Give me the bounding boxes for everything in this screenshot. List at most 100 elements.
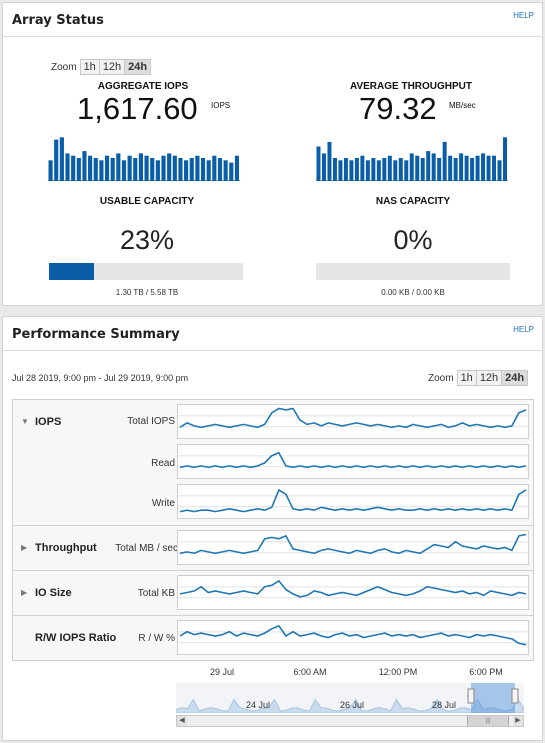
throughput-bar [453, 158, 458, 181]
perf-row-iops[interactable]: ▼ IOPS Total IOPS Read Write [13, 400, 533, 526]
performance-help-link[interactable]: HELP [513, 325, 534, 334]
iops-bar [172, 155, 177, 181]
iops-bar [229, 162, 234, 181]
perf-row-rw-ratio[interactable]: R/W IOPS Ratio R / W % [13, 616, 533, 660]
navigator-left-handle[interactable] [467, 688, 475, 704]
navigator-selection [471, 683, 515, 713]
usable-capacity-bar [49, 263, 243, 280]
throughput-bar [420, 158, 425, 181]
time-tick-29-jul: 29 Jul [209, 667, 235, 677]
usable-capacity-detail: 1.30 TB / 5.58 TB [115, 288, 179, 297]
perf-zoom-24h[interactable]: 24h [501, 370, 529, 386]
throughput-bar [464, 155, 469, 181]
aggregate-iops-value: 1,617.60 [77, 91, 198, 126]
chart-read [177, 444, 529, 479]
iops-bar [144, 155, 149, 181]
nas-capacity-label: NAS CAPACITY [375, 196, 451, 207]
nav-label-28-jul: 28 Jul [431, 700, 457, 710]
series-line [179, 579, 527, 598]
iops-bar [206, 160, 211, 181]
series-label-total-mb-sec: Total MB / sec [115, 543, 178, 554]
iops-bar [161, 155, 166, 181]
throughput-bar [343, 158, 348, 181]
average-throughput-unit: MB/sec [449, 101, 476, 110]
iops-bar [54, 139, 59, 181]
throughput-bar [426, 151, 431, 181]
throughput-bar [382, 158, 387, 181]
series-line [179, 533, 527, 555]
average-throughput-value: 79.32 [359, 91, 437, 126]
series-line [179, 624, 527, 646]
scroll-left-arrow-icon[interactable]: ◀ [177, 716, 187, 726]
scrollbar-thumb[interactable]: ||| [467, 716, 509, 726]
time-tick-6am: 6:00 AM [293, 667, 327, 677]
scroll-right-arrow-icon[interactable]: ▶ [513, 716, 523, 726]
iops-bar [167, 153, 172, 181]
array-zoom-1h[interactable]: 1h [79, 59, 100, 75]
perf-row-io-size[interactable]: ▶ IO Size Total KB [13, 571, 533, 616]
timeline-navigator[interactable]: 24 Jul 26 Jul 28 Jul [176, 683, 524, 713]
perf-zoom-1h[interactable]: 1h [456, 370, 477, 386]
array-status-header: Array Status HELP [3, 3, 542, 37]
iops-bar [88, 155, 93, 181]
series-line [179, 451, 527, 469]
usable-capacity-percent: 23% [119, 225, 175, 255]
iops-bar [71, 155, 76, 181]
iops-bar [234, 155, 239, 181]
series-label-read: Read [151, 458, 175, 469]
throughput-bar [393, 160, 398, 181]
iops-bar [150, 158, 155, 181]
iops-bar [200, 158, 206, 181]
iops-bar [127, 155, 132, 181]
series-line [179, 488, 527, 513]
chart-throughput [177, 530, 529, 565]
usable-capacity-fill [49, 263, 94, 280]
array-status-help-link[interactable]: HELP [513, 11, 534, 20]
navigator-right-handle[interactable] [511, 688, 519, 704]
throughput-bar [431, 153, 436, 181]
iops-bar [217, 158, 223, 181]
chart-write [177, 484, 529, 519]
nas-capacity-detail: 0.00 KB / 0.00 KB [381, 288, 445, 297]
aggregate-iops-unit: IOPS [211, 101, 231, 110]
series-label-total-iops: Total IOPS [127, 416, 175, 427]
collapse-triangle-icon[interactable]: ▼ [21, 417, 29, 426]
time-axis: 29 Jul 6:00 AM 12:00 PM 6:00 PM [176, 667, 528, 681]
iops-bar [104, 155, 110, 181]
series-row-write: Write [13, 484, 533, 526]
perf-row-throughput[interactable]: ▶ Throughput Total MB / sec [13, 526, 533, 571]
throughput-bar [316, 146, 321, 181]
throughput-bar [415, 155, 420, 181]
throughput-bar [349, 160, 354, 181]
expand-triangle-icon[interactable]: ▶ [21, 543, 28, 552]
navigator-scrollbar[interactable]: ◀ ||| ▶ [176, 715, 524, 727]
nas-capacity-bar [316, 263, 510, 280]
array-zoom-12h[interactable]: 12h [98, 59, 126, 75]
chart-io-size [177, 575, 529, 610]
expand-triangle-icon[interactable]: ▶ [21, 588, 28, 597]
throughput-bar [360, 155, 365, 181]
series-line [179, 407, 527, 429]
iops-bar [116, 153, 121, 181]
nav-label-26-jul: 26 Jul [339, 700, 365, 710]
array-zoom-24h[interactable]: 24h [124, 59, 152, 75]
throughput-bar [470, 158, 475, 181]
chart-total-iops [177, 404, 529, 439]
iops-bar [138, 153, 143, 181]
time-tick-6pm: 6:00 PM [469, 667, 503, 677]
navigator-area-chart [176, 683, 524, 713]
throughput-bar [332, 158, 337, 181]
throughput-bar [409, 153, 414, 181]
row-name-throughput: Throughput [35, 542, 97, 554]
series-label-write: Write [151, 498, 175, 509]
iops-bar [133, 158, 138, 181]
average-throughput-label: AVERAGE THROUGHPUT [349, 81, 473, 92]
series-label-rw-percent: R / W % [138, 633, 175, 644]
perf-zoom-12h[interactable]: 12h [475, 370, 503, 386]
iops-bar [93, 158, 98, 181]
iops-bar [212, 155, 217, 181]
nav-label-24-jul: 24 Jul [245, 700, 271, 710]
iops-bar [59, 137, 64, 181]
array-status-title: Array Status [12, 13, 104, 28]
throughput-bar [481, 153, 486, 181]
